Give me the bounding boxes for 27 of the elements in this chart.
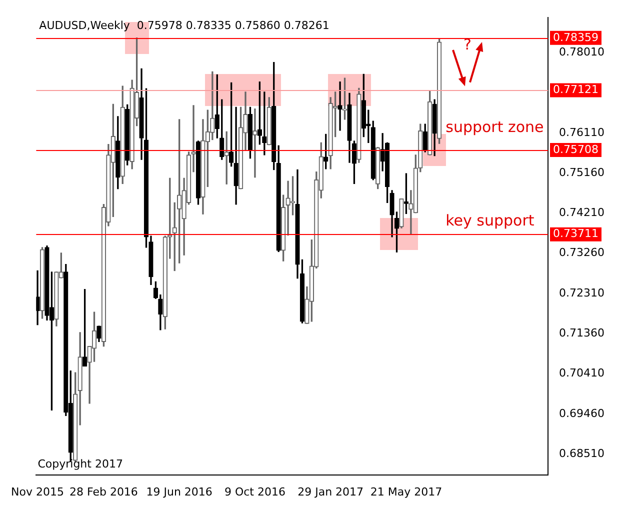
y-tick-label: 0.70410 [559, 366, 604, 380]
candlestick [252, 108, 258, 178]
ref-line-label: 0.77121 [553, 83, 598, 96]
x-tick-label: 29 Jan 2017 [298, 485, 364, 498]
annotation: support zone [446, 118, 544, 136]
y-tick-label: 0.68510 [559, 446, 604, 460]
y-tick-label: 0.69460 [559, 406, 604, 420]
chart-title: AUDUSD,Weekly 0.75978 0.78335 0.75860 0.78261 [39, 18, 330, 32]
annotation: Copyright 2017 [38, 458, 123, 471]
y-tick-label: 0.75160 [559, 166, 604, 179]
candlestick [338, 82, 342, 131]
y-tick-label: 0.76110 [559, 126, 604, 139]
x-tick-label: 9 Oct 2016 [224, 485, 286, 498]
y-tick-label: 0.72310 [559, 286, 604, 300]
x-tick-label: Nov 2015 [11, 485, 64, 498]
ref-line-label: 0.75708 [553, 142, 598, 156]
y-tick-label: 0.73260 [559, 246, 604, 260]
x-tick-label: 28 Feb 2016 [69, 485, 138, 498]
ref-line-label: 0.78359 [553, 30, 598, 44]
ref-line-label: 0.73711 [553, 227, 598, 240]
y-tick-label: 0.71360 [559, 326, 604, 340]
x-tick-label: 19 Jun 2016 [146, 485, 212, 498]
x-tick-label: 21 May 2017 [370, 485, 442, 498]
y-tick-label: 0.78010 [559, 46, 604, 59]
annotation: key support [446, 212, 534, 230]
y-tick-label: 0.74210 [559, 206, 604, 220]
annotation: ? [464, 36, 472, 54]
